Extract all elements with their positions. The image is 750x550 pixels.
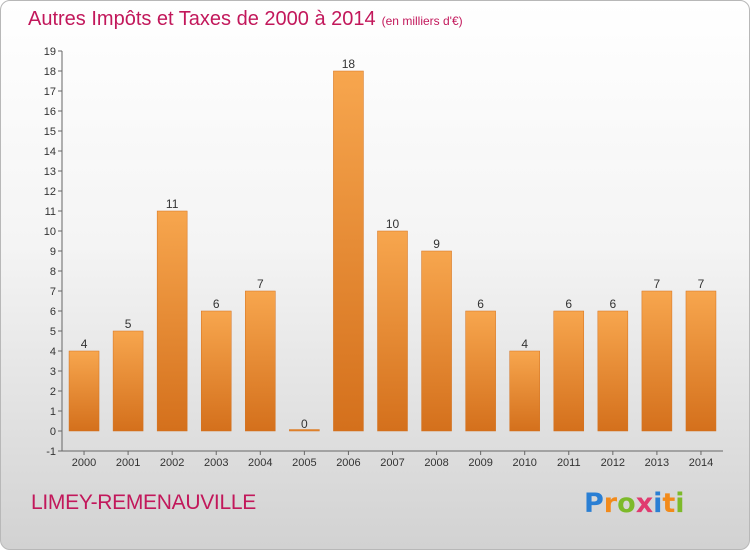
y-tick-label: 14 (44, 146, 56, 158)
y-tick-label: 5 (50, 326, 56, 338)
data-labels: 4 5 11 6 7 0 18 10 9 6 4 6 6 7 7 (81, 57, 705, 431)
bar (156, 210, 188, 432)
x-tick-label: 2012 (601, 457, 625, 469)
y-tick-label: 18 (44, 66, 56, 78)
x-tick-label: 2000 (72, 457, 96, 469)
bar (421, 250, 452, 432)
data-label: 10 (386, 217, 400, 231)
y-tick-label: 19 (44, 46, 56, 58)
x-tick-label: 2005 (292, 457, 316, 469)
data-label: 6 (213, 297, 220, 311)
data-label: 7 (698, 277, 705, 291)
proxiti-logo: Proxiti (584, 488, 685, 519)
bar (509, 350, 540, 432)
x-tick-label: 2011 (557, 457, 581, 469)
logo-letter: i (675, 488, 685, 519)
y-tick-label: 17 (44, 86, 56, 98)
bars (68, 70, 717, 432)
data-label: 6 (609, 297, 616, 311)
x-tick-label: 2003 (204, 457, 228, 469)
data-label: 0 (301, 417, 308, 431)
data-label: 5 (125, 317, 132, 331)
y-tick-label: 0 (50, 426, 56, 438)
bar (465, 310, 496, 432)
data-label: 6 (565, 297, 572, 311)
data-label: 6 (477, 297, 484, 311)
bar (68, 350, 100, 432)
y-tick-label: 7 (50, 286, 56, 298)
logo-letter: o (617, 488, 636, 519)
bar (553, 310, 585, 432)
logo-letter: t (662, 488, 676, 519)
town-name: LIMEY-REMENAUVILLE (31, 491, 256, 514)
data-label: 18 (342, 57, 356, 71)
x-tick-label: 2007 (380, 457, 404, 469)
x-tick-label: 2001 (116, 457, 140, 469)
logo-letter: r (603, 488, 618, 519)
y-tick-label: 11 (45, 206, 56, 218)
y-tick-label: 12 (44, 186, 56, 198)
x-tick-label: 2013 (645, 457, 669, 469)
y-tick-label: 4 (50, 346, 56, 358)
x-tick-label: 2006 (336, 457, 360, 469)
bar (377, 230, 408, 432)
y-tick-label: 3 (50, 366, 56, 378)
bar (289, 429, 320, 432)
y-tick-label: 13 (44, 166, 56, 178)
bar (112, 330, 144, 432)
y-tick-label: 15 (44, 126, 56, 138)
x-tick-label: 2008 (424, 457, 448, 469)
y-tick-label: 9 (50, 246, 56, 258)
y-tick-label: 6 (50, 306, 56, 318)
bar (200, 310, 232, 432)
y-tick-label: 16 (44, 106, 56, 118)
x-tick-label: 2004 (248, 457, 272, 469)
data-label: 9 (433, 237, 440, 251)
x-tick-label: 2009 (468, 457, 492, 469)
chart-subtitle: (en milliers d'€) (381, 14, 463, 28)
chart-title: Autres Impôts et Taxes de 2000 à 2014 (28, 8, 376, 30)
bar (245, 290, 276, 432)
logo-letter: P (584, 488, 604, 519)
y-tick-label: 2 (50, 386, 56, 398)
logo-letter: i (653, 488, 663, 519)
chart-title-block: Autres Impôts et Taxes de 2000 à 2014 (en… (28, 8, 463, 31)
x-tick-label: 2014 (689, 457, 713, 469)
x-tick-label: 2002 (160, 457, 184, 469)
y-tick-label: 10 (44, 226, 56, 238)
data-label: 4 (81, 337, 88, 351)
y-tick-label: -1 (46, 446, 56, 458)
data-label: 4 (521, 337, 528, 351)
y-tick-label: 8 (50, 266, 56, 278)
x-tick-label: 2010 (512, 457, 536, 469)
y-tick-label: 1 (50, 406, 56, 418)
bar (641, 290, 673, 432)
bar (597, 310, 629, 432)
logo-letter: x (635, 488, 654, 519)
data-label: 11 (166, 197, 179, 211)
bar (333, 70, 364, 432)
data-label: 7 (654, 277, 661, 291)
bar (685, 290, 717, 432)
data-label: 7 (257, 277, 264, 291)
